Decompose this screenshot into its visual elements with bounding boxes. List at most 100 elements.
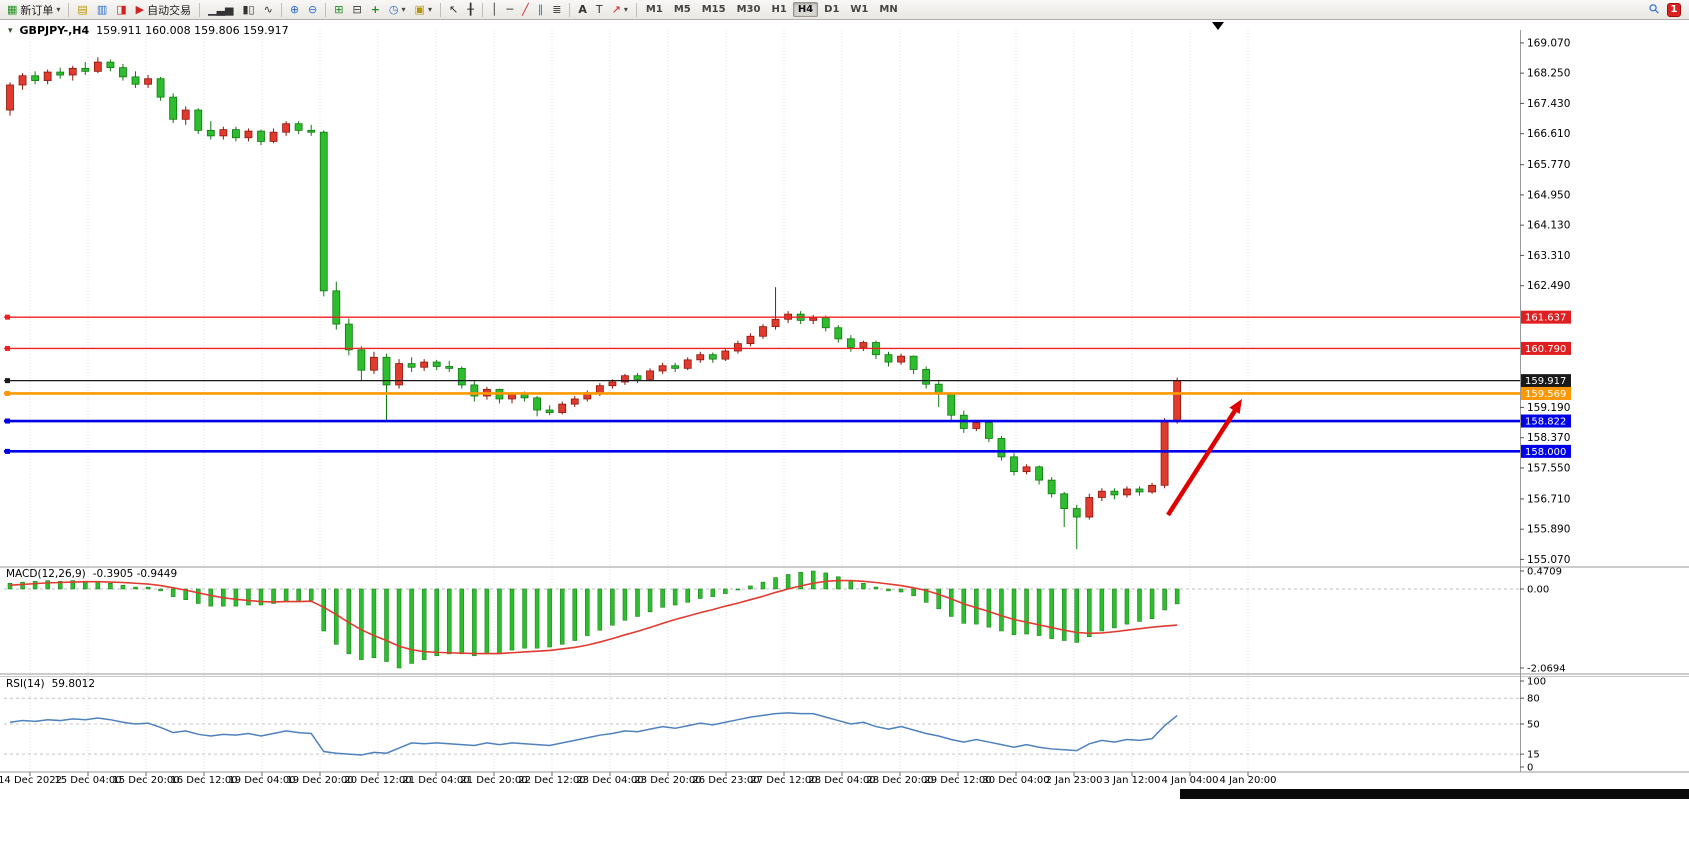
new-order-button[interactable]: ▦ 新订单 ▾	[3, 1, 64, 18]
svg-text:161.637: 161.637	[1525, 313, 1566, 324]
svg-text:80: 80	[1527, 694, 1540, 705]
horizontal-level-lines[interactable]	[4, 314, 1520, 454]
line-chart-type-button[interactable]: ∿	[260, 1, 277, 18]
horizontal-level-line[interactable]	[4, 390, 1520, 396]
svg-text:165.770: 165.770	[1527, 159, 1570, 171]
candle	[708, 352, 717, 363]
horizontal-level-line[interactable]	[4, 314, 1520, 320]
svg-text:159.569: 159.569	[1525, 389, 1566, 400]
channel-tool-button[interactable]: ∥	[534, 1, 548, 18]
timeframe-m30-button[interactable]: M30	[736, 4, 761, 15]
candlestick-chart-type-button[interactable]: ▮▯	[239, 1, 259, 18]
horizontal-level-line[interactable]	[4, 378, 1520, 384]
candle	[558, 401, 567, 415]
candle	[872, 340, 880, 360]
notification-badge[interactable]: 1	[1667, 2, 1681, 17]
timeframe-m15-button[interactable]: M15	[701, 4, 726, 15]
charts-window-button[interactable]: ▤	[73, 1, 91, 18]
horizontal-line-tool-button[interactable]: ─	[502, 1, 517, 18]
profiles-button[interactable]: ▥	[93, 1, 111, 18]
zoom-out-button[interactable]: ⊖	[304, 1, 321, 18]
clock-icon: ◷	[388, 3, 399, 16]
indicator-reference-lines	[4, 588, 1520, 755]
chart-shift-marker-icon[interactable]	[1212, 22, 1224, 30]
svg-text:4 Jan 20:00: 4 Jan 20:00	[1220, 775, 1277, 786]
cascade-windows-icon: ⊟	[352, 3, 362, 16]
candle	[382, 353, 391, 420]
candle	[746, 333, 755, 347]
candle	[307, 124, 316, 136]
tile-windows-button[interactable]: ⊞	[330, 1, 347, 18]
zoom-in-button[interactable]: ⊕	[286, 1, 303, 18]
horizontal-level-line[interactable]	[4, 345, 1520, 351]
bottom-black-bar	[1180, 789, 1689, 799]
candle	[395, 359, 403, 389]
panel-separators[interactable]	[0, 30, 1689, 773]
timeframe-h4-button[interactable]: H4	[792, 2, 819, 17]
candle	[1035, 465, 1043, 485]
candle	[1010, 453, 1018, 476]
candle	[997, 435, 1006, 461]
trend-arrow-annotation[interactable]	[1166, 399, 1242, 517]
chevron-down-icon: ▾	[56, 5, 61, 14]
timeframe-m5-button[interactable]: M5	[673, 4, 691, 15]
text-label-tool-button[interactable]: T	[592, 1, 607, 18]
trendline-tool-button[interactable]: ╱	[518, 1, 533, 18]
candle	[68, 65, 77, 81]
svg-text:0.4709: 0.4709	[1527, 567, 1562, 578]
candle	[56, 67, 65, 79]
indicators-plus-icon: +	[370, 3, 380, 16]
svg-text:163.310: 163.310	[1527, 250, 1570, 262]
toolbar-separator	[569, 2, 571, 17]
svg-text:159.917: 159.917	[1525, 376, 1566, 387]
candle	[144, 75, 152, 88]
candle	[834, 325, 843, 343]
svg-text:158.822: 158.822	[1525, 417, 1566, 428]
text-tool-button[interactable]: A	[574, 1, 591, 18]
level-price-tag: 159.917	[1521, 374, 1571, 388]
line-chart-icon: ∿	[263, 3, 273, 16]
templates-button[interactable]: ▣ ▾	[411, 1, 436, 18]
alerts-button[interactable]: ◨	[112, 1, 130, 18]
cursor-tool-button[interactable]: ↖	[445, 1, 462, 18]
svg-text:0: 0	[1527, 763, 1533, 774]
bar-chart-type-button[interactable]: ▁▃▅	[204, 1, 237, 18]
indicators-button[interactable]: +	[367, 1, 384, 18]
horizontal-level-line[interactable]	[4, 418, 1520, 424]
chevron-down-icon: ▾	[427, 5, 432, 14]
timeframe-w1-button[interactable]: W1	[850, 4, 869, 15]
alerts-icon: ◨	[116, 3, 127, 16]
shapes-tool-button[interactable]: ↗ ▾	[608, 1, 632, 18]
candle	[357, 346, 366, 382]
fibonacci-tool-button[interactable]: ≣	[548, 1, 565, 18]
svg-text:23 Dec 04:00: 23 Dec 04:00	[576, 775, 643, 786]
timeframe-d1-button[interactable]: D1	[824, 4, 840, 15]
search-icon[interactable]: ⚲	[1646, 0, 1664, 19]
autotrading-button[interactable]: ▶ 自动交易	[132, 1, 195, 18]
timeframe-h1-button[interactable]: H1	[771, 4, 787, 15]
toolbar-separator	[280, 2, 282, 17]
vertical-line-tool-button[interactable]: │	[487, 1, 502, 18]
svg-text:23 Dec 20:00: 23 Dec 20:00	[634, 775, 701, 786]
candle	[43, 69, 52, 85]
candle	[407, 357, 416, 373]
candle	[658, 362, 667, 374]
candle	[1097, 488, 1106, 502]
periods-button[interactable]: ◷ ▾	[385, 1, 410, 18]
crosshair-tool-button[interactable]: ╂	[463, 1, 478, 18]
timeframe-m1-button[interactable]: M1	[645, 4, 663, 15]
cascade-windows-button[interactable]: ⊟	[348, 1, 365, 18]
candlesticks	[6, 57, 1182, 550]
candle	[244, 128, 253, 142]
svg-text:164.130: 164.130	[1527, 220, 1570, 232]
horizontal-level-line[interactable]	[4, 448, 1520, 454]
candle	[1173, 377, 1182, 424]
candle	[545, 405, 554, 416]
timeframe-mn-button[interactable]: MN	[879, 4, 898, 15]
candle	[106, 59, 115, 72]
toolbar-separator	[481, 2, 483, 17]
candle	[809, 314, 818, 325]
candle	[859, 340, 868, 351]
candle	[884, 351, 893, 367]
